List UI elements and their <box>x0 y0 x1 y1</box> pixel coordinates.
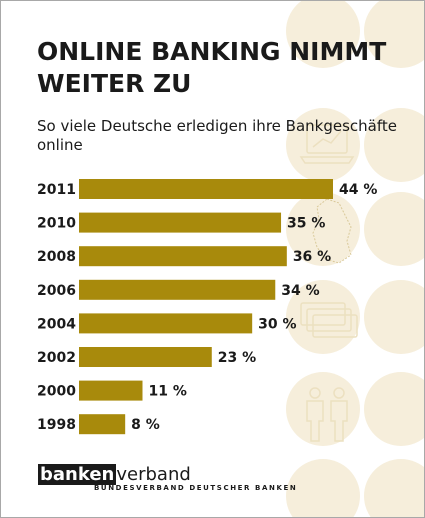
value-label: 35 % <box>287 216 325 232</box>
value-label: 8 % <box>131 417 160 433</box>
people-icon <box>306 387 348 442</box>
bar <box>79 212 282 233</box>
bar <box>79 347 212 367</box>
bar <box>79 246 287 267</box>
year-label: 2000 <box>37 384 76 400</box>
year-label: 2002 <box>37 350 76 366</box>
bar <box>79 313 253 334</box>
value-label: 30 % <box>258 316 296 332</box>
germany-map-icon <box>312 198 352 264</box>
laptop-icon <box>299 124 355 164</box>
year-label: 2006 <box>37 283 76 299</box>
year-label: 2004 <box>37 316 76 332</box>
chart-title: ONLINE BANKING NIMMT <box>37 37 387 66</box>
banknotes-icon <box>300 302 358 338</box>
logo-subline: BUNDESVERBAND DEUTSCHER BANKEN <box>94 484 298 492</box>
year-label: 2010 <box>37 216 76 232</box>
value-label: 23 % <box>218 350 256 366</box>
bar <box>79 380 143 401</box>
logo-box-text: banken <box>38 464 117 485</box>
year-label: 1998 <box>37 417 76 433</box>
bankenverband-logo: banken verband <box>38 464 191 485</box>
value-label: 34 % <box>281 283 319 299</box>
year-label: 2011 <box>37 182 76 198</box>
bar <box>79 279 276 300</box>
value-label: 11 % <box>149 384 187 400</box>
bar <box>79 179 333 199</box>
bar <box>79 414 126 435</box>
logo-rest-text: verband <box>116 464 191 485</box>
chart-title-line-2: WEITER ZU <box>37 69 192 98</box>
chart-subtitle-line-2: online <box>37 136 83 154</box>
value-label: 36 % <box>293 249 331 265</box>
year-label: 2008 <box>37 249 76 265</box>
chart-subtitle: So viele Deutsche erledigen ihre Bankges… <box>37 117 397 135</box>
value-label: 44 % <box>339 182 377 198</box>
